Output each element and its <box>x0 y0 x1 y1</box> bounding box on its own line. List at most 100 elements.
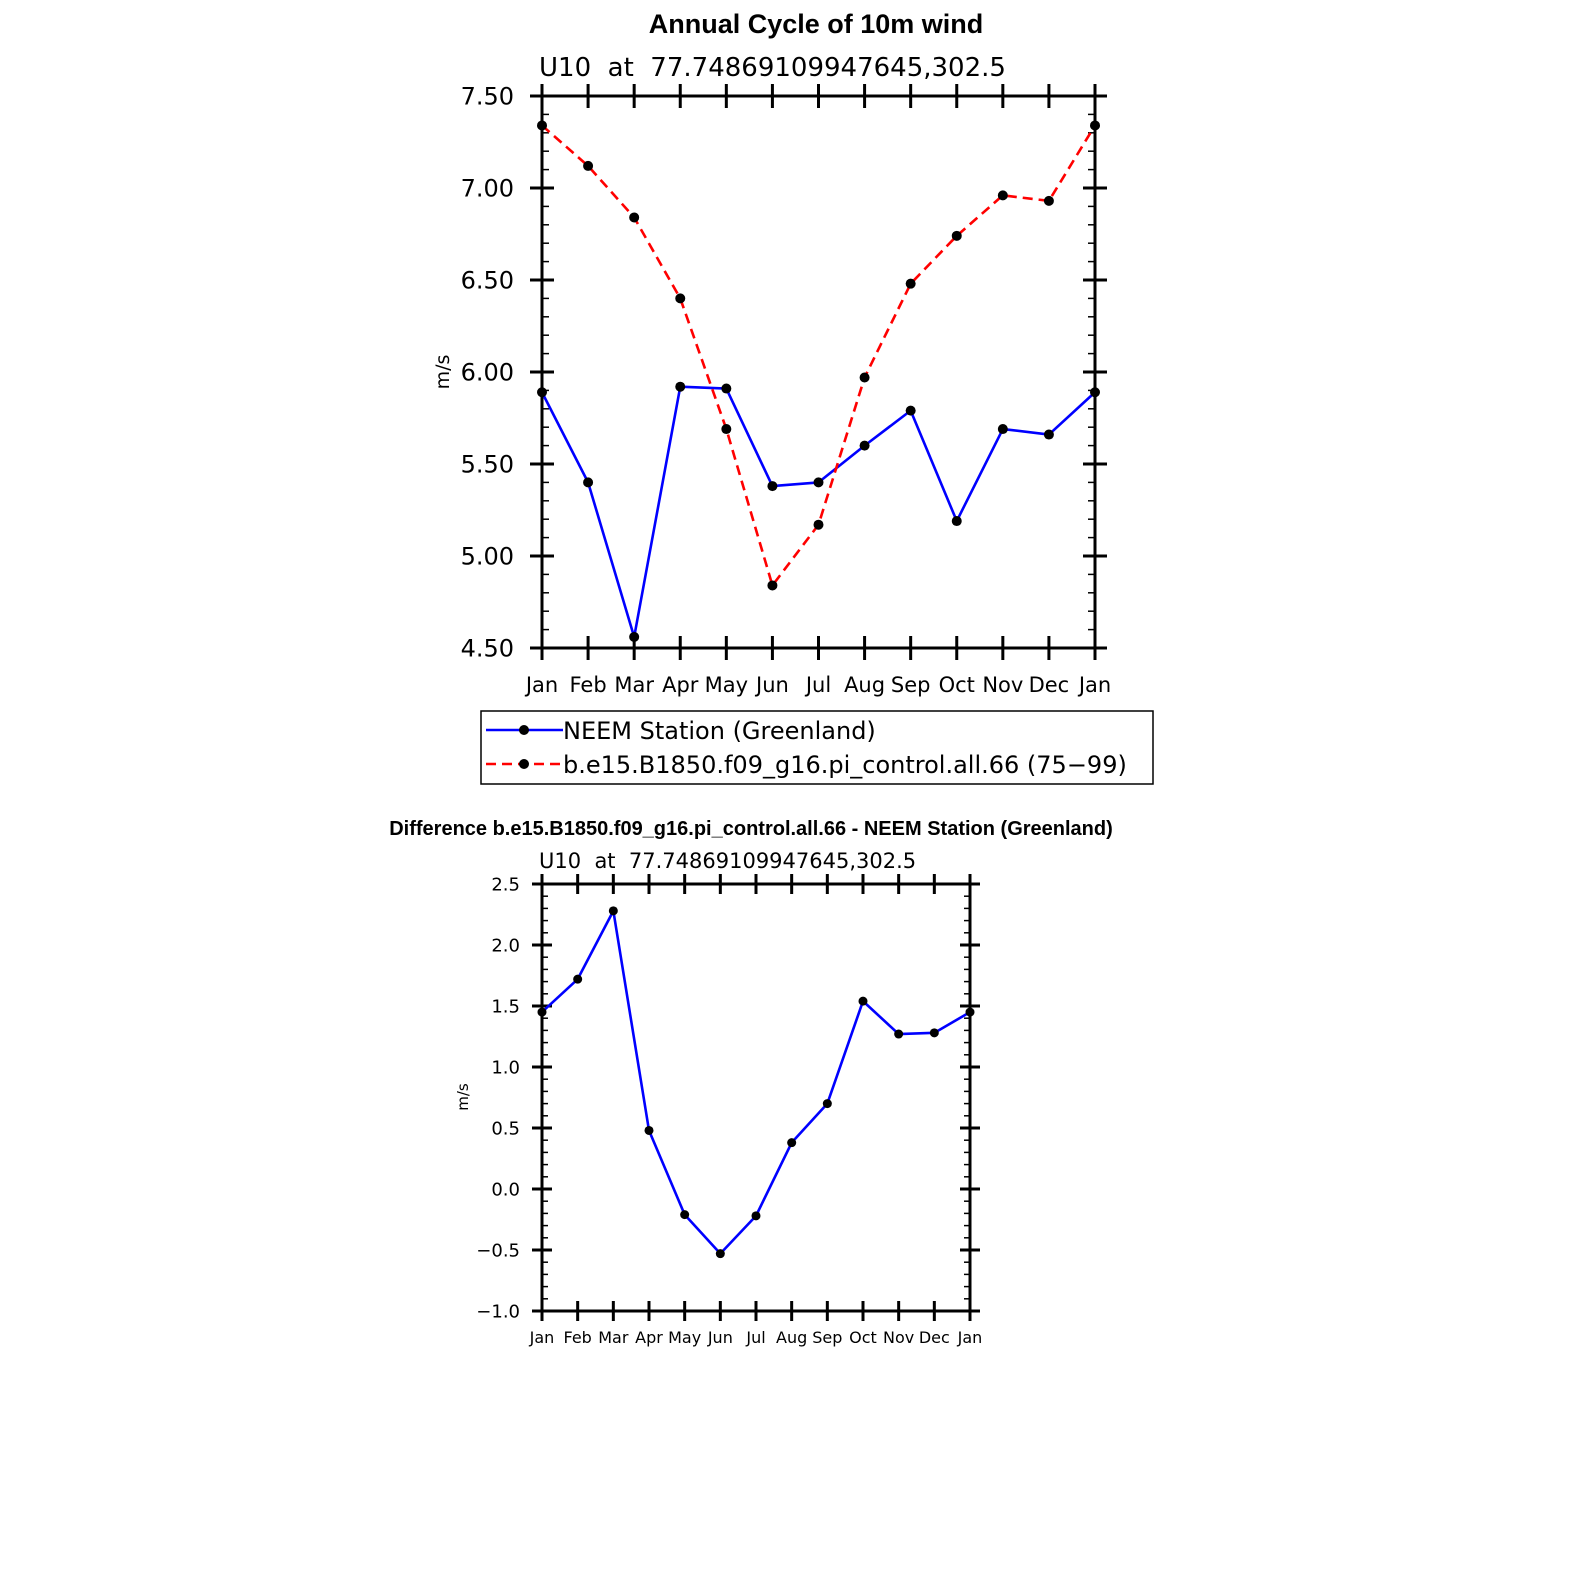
x-tick-label: Jun <box>707 1328 733 1347</box>
x-tick-label: Jul <box>745 1328 765 1347</box>
chart1-axes <box>530 84 1107 660</box>
x-tick-label: Dec <box>1029 673 1070 697</box>
data-point-series-0 <box>858 996 868 1006</box>
y-tick-label: 6.00 <box>461 359 514 387</box>
legend-entry-neem: NEEM Station (Greenland) <box>486 717 876 745</box>
chart1-tick-labels: Jan Feb Mar Apr May Jun Jul Aug Sep Oct Nov Dec Jan 4… <box>461 83 1112 697</box>
data-point-series-0 <box>787 1138 797 1148</box>
data-point-series-0 <box>583 477 594 488</box>
data-point-series-0 <box>1043 429 1054 440</box>
y-tick-label: 6.50 <box>461 267 514 295</box>
data-point-series-1 <box>905 278 916 289</box>
data-point-series-0 <box>1090 387 1100 398</box>
x-tick-label: May <box>668 1328 701 1347</box>
data-point-series-1 <box>721 424 732 435</box>
y-tick-label: 7.50 <box>461 83 514 111</box>
x-tick-label: Sep <box>812 1328 842 1347</box>
y-tick-label: 2.5 <box>491 874 520 895</box>
x-tick-label: Jan <box>529 1328 555 1347</box>
annual-cycle-chart: Annual Cycle of 10m wind U10 at 77.74869… <box>432 9 1154 785</box>
x-tick-label: Apr <box>635 1328 663 1347</box>
y-tick-label: 2.0 <box>491 935 520 956</box>
x-tick-label: Oct <box>939 673 975 697</box>
x-tick-label: Mar <box>614 673 654 697</box>
data-point-series-1 <box>583 160 594 171</box>
data-point-series-1 <box>767 580 778 591</box>
y-tick-label: 0.0 <box>491 1179 520 1200</box>
x-tick-label: Nov <box>982 673 1023 697</box>
data-point-series-0 <box>951 516 962 527</box>
data-point-series-0 <box>537 387 547 398</box>
y-tick-label: −0.5 <box>476 1240 520 1261</box>
chart2-title: Difference b.e15.B1850.f09_g16.pi_contro… <box>389 818 1113 840</box>
x-tick-label: Oct <box>849 1328 877 1347</box>
x-tick-label: Apr <box>662 673 699 697</box>
plot-frame <box>540 94 1097 650</box>
data-point-series-1 <box>675 293 686 304</box>
y-tick-label: 0.5 <box>491 1118 520 1139</box>
x-tick-label: Dec <box>919 1328 950 1347</box>
x-tick-label: Jan <box>957 1328 983 1347</box>
chart1-series-layer <box>537 120 1100 642</box>
plot-frame <box>540 882 972 1313</box>
x-tick-label: Nov <box>883 1328 914 1347</box>
data-point-series-1 <box>951 230 962 241</box>
x-tick-label: Jul <box>804 673 831 697</box>
data-point-series-0 <box>822 1099 832 1109</box>
data-point-series-1 <box>537 120 547 131</box>
data-point-series-0 <box>680 1210 690 1220</box>
data-point-series-0 <box>767 481 778 492</box>
series-line-1 <box>541 124 1097 587</box>
y-tick-label: 1.0 <box>491 1057 520 1078</box>
data-point-series-0 <box>965 1007 975 1017</box>
legend-marker-model <box>519 759 529 769</box>
x-tick-label: Aug <box>776 1328 807 1347</box>
data-point-series-1 <box>629 212 640 223</box>
x-tick-label: Mar <box>598 1328 629 1347</box>
y-tick-label: 4.50 <box>461 635 514 663</box>
chart1-title: Annual Cycle of 10m wind <box>649 9 984 39</box>
data-point-series-0 <box>608 906 618 916</box>
data-point-series-0 <box>751 1211 761 1221</box>
chart2-axes <box>532 874 980 1321</box>
x-tick-label: Feb <box>564 1328 592 1347</box>
legend-entry-model: b.e15.B1850.f09_g16.pi_control.all.66 (7… <box>486 751 1127 779</box>
data-point-series-0 <box>997 424 1008 435</box>
x-tick-label: Sep <box>891 673 931 697</box>
data-point-series-0 <box>894 1029 904 1039</box>
data-point-series-0 <box>929 1028 939 1038</box>
data-point-series-0 <box>721 383 732 394</box>
data-point-series-1 <box>1043 195 1054 206</box>
data-point-series-1 <box>813 519 824 530</box>
x-tick-label: Jan <box>1077 673 1111 697</box>
data-point-series-0 <box>859 440 870 451</box>
data-point-series-0 <box>905 405 916 416</box>
data-point-series-1 <box>1090 120 1100 131</box>
data-point-series-0 <box>573 974 583 984</box>
series-line-0 <box>541 909 971 1255</box>
chart1-subtitle: U10 at 77.74869109947645,302.5 <box>539 53 1006 83</box>
x-tick-label: Jun <box>754 673 789 697</box>
y-tick-label: 5.00 <box>461 543 514 571</box>
chart2-subtitle: U10 at 77.74869109947645,302.5 <box>539 849 916 873</box>
chart2-series-layer <box>537 906 975 1259</box>
data-point-series-0 <box>715 1249 725 1259</box>
data-point-series-0 <box>537 1007 547 1017</box>
chart2-tick-labels: Jan Feb Mar Apr May Jun Jul Aug Sep Oct Nov Dec Jan−… <box>476 874 982 1347</box>
y-tick-label: 5.50 <box>461 451 514 479</box>
data-point-series-0 <box>813 477 824 488</box>
chart1-legend: NEEM Station (Greenland) b.e15.B1850.f09… <box>480 710 1154 785</box>
x-tick-label: Feb <box>569 673 606 697</box>
data-point-series-1 <box>859 372 870 383</box>
y-tick-label: 7.00 <box>461 175 514 203</box>
y-tick-label: −1.0 <box>476 1301 520 1322</box>
data-point-series-0 <box>629 631 640 642</box>
series-line-0 <box>540 385 1096 639</box>
data-point-series-0 <box>644 1125 654 1135</box>
legend-label-neem: NEEM Station (Greenland) <box>563 717 876 745</box>
legend-marker-neem <box>519 725 529 735</box>
chart2-ylabel: m/s <box>454 1083 472 1111</box>
y-tick-label: 1.5 <box>491 996 520 1017</box>
difference-chart: Difference b.e15.B1850.f09_g16.pi_contro… <box>389 818 1113 1347</box>
